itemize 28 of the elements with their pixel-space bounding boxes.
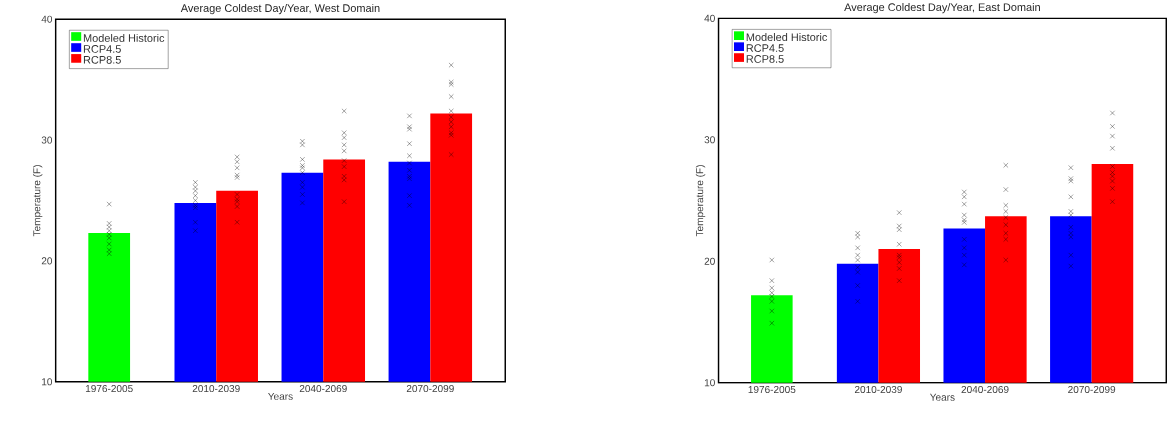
x-axis-title: Years bbox=[268, 393, 293, 401]
x-tick-label: 2010-2039 bbox=[854, 386, 902, 394]
chart-title: Average Coldest Day/Year, East Domain bbox=[844, 3, 1040, 14]
y-tick-label: 30 bbox=[704, 136, 715, 144]
x-axis-title: Years bbox=[929, 394, 955, 401]
y-axis-title: Temperature (F) bbox=[695, 165, 706, 237]
y-tick-label: 20 bbox=[704, 257, 715, 265]
chart-title: Average Coldest Day/Year, West Domain bbox=[180, 4, 380, 15]
y-tick-label: 40 bbox=[41, 15, 53, 23]
y-axis-title: Temperature (F) bbox=[33, 165, 43, 237]
x-tick-label: 1976-2005 bbox=[85, 385, 133, 393]
x-tick-label: 2070-2099 bbox=[1068, 386, 1116, 394]
y-tick-label: 10 bbox=[42, 378, 53, 386]
y-tick-label: 40 bbox=[704, 14, 715, 23]
x-tick-label: 2040-2069 bbox=[961, 386, 1009, 394]
x-tick-label: 2070-2099 bbox=[406, 385, 454, 393]
legend-label: RCP8.5 bbox=[746, 55, 784, 64]
y-tick-label: 10 bbox=[704, 379, 715, 387]
x-tick-label: 2040-2069 bbox=[299, 385, 347, 393]
legend-label: RCP4.5 bbox=[83, 45, 121, 54]
legend-label: RCP4.5 bbox=[746, 44, 784, 53]
y-tick-label: 20 bbox=[41, 257, 53, 265]
y-tick-label: 30 bbox=[41, 136, 53, 144]
x-tick-label: 1976-2005 bbox=[748, 386, 796, 394]
legend-label: Modeled Historic bbox=[83, 34, 165, 43]
x-tick-label: 2010-2039 bbox=[192, 385, 240, 393]
legend-label: Modeled Historic bbox=[746, 33, 828, 42]
legend-label: RCP8.5 bbox=[83, 56, 121, 64]
